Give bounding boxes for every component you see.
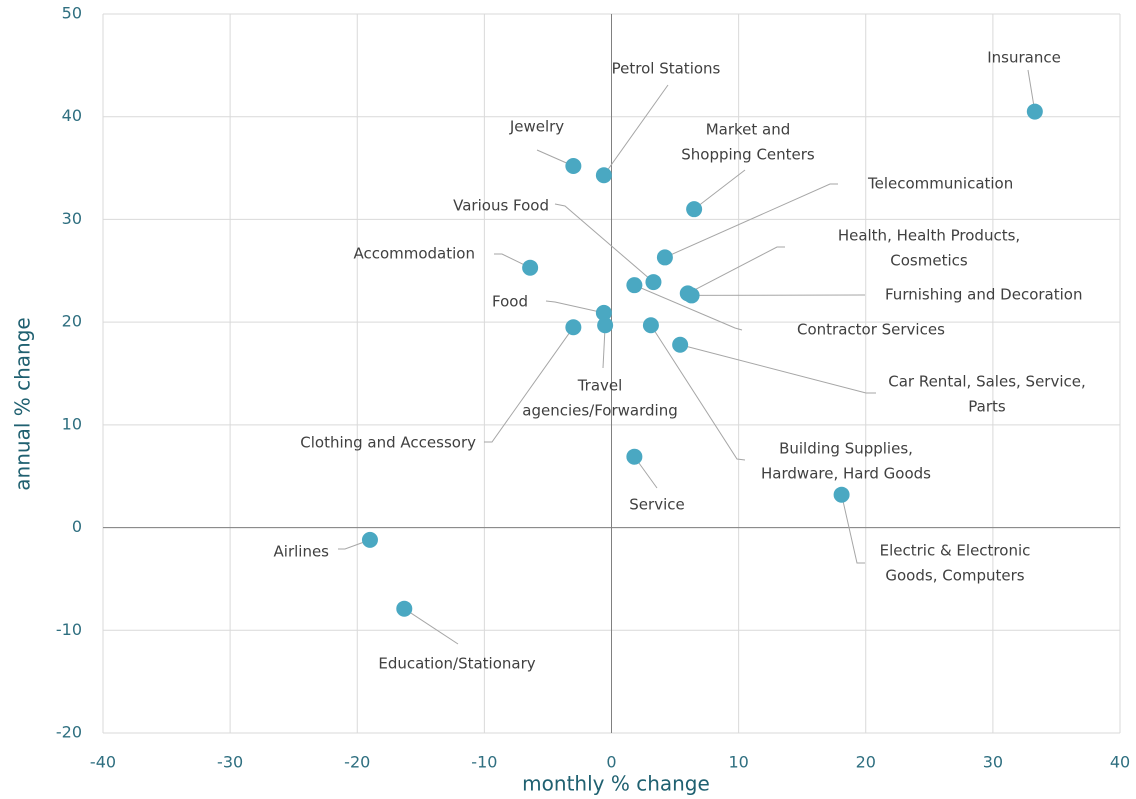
y-tick-label: 20 xyxy=(62,312,82,331)
point-label: Goods, Computers xyxy=(885,567,1024,585)
point xyxy=(642,317,659,334)
leader-line xyxy=(554,203,654,283)
point xyxy=(686,201,703,218)
leader-line xyxy=(841,494,865,564)
point-label: Contractor Services xyxy=(797,321,945,339)
point-label: agencies/Forwarding xyxy=(522,402,677,420)
point xyxy=(565,319,582,336)
x-tick-label: 10 xyxy=(728,753,748,772)
point xyxy=(645,274,662,291)
point-label: Cosmetics xyxy=(890,252,968,270)
point xyxy=(626,277,643,294)
y-tick-label: 40 xyxy=(62,106,82,125)
leader-line xyxy=(650,324,746,461)
point-label: Accommodation xyxy=(353,245,475,263)
leader-line xyxy=(404,608,459,645)
point-label: Electric & Electronic xyxy=(880,542,1031,560)
point-label: Telecommunication xyxy=(867,175,1013,193)
point xyxy=(396,600,413,617)
x-tick-label: 40 xyxy=(1110,753,1130,772)
point-label: Petrol Stations xyxy=(612,60,721,78)
point-label: Insurance xyxy=(987,49,1061,67)
point-label: Airlines xyxy=(274,543,330,561)
y-tick-label: 30 xyxy=(62,209,82,228)
y-tick-label: 50 xyxy=(62,4,82,23)
y-axis-title: annual % change xyxy=(11,317,35,490)
point-label: Market and xyxy=(706,121,791,139)
x-axis-title: monthly % change xyxy=(522,772,710,796)
point-label: Jewelry xyxy=(509,118,564,136)
x-tick-label: 30 xyxy=(983,753,1003,772)
point-label: Car Rental, Sales, Service, xyxy=(888,373,1086,391)
point-label: Service xyxy=(629,496,684,514)
point xyxy=(565,158,582,175)
point-label: Various Food xyxy=(453,197,549,215)
x-tick-label: -30 xyxy=(217,753,243,772)
point-label: Hardware, Hard Goods xyxy=(761,465,931,483)
point xyxy=(595,167,612,184)
point xyxy=(656,249,673,266)
point xyxy=(1026,103,1043,120)
point xyxy=(361,531,378,548)
point xyxy=(683,287,700,304)
point-label: Building Supplies, xyxy=(779,440,913,458)
point-label: Health, Health Products, xyxy=(838,227,1020,245)
point-label: Furnishing and Decoration xyxy=(885,286,1082,304)
leader-line xyxy=(484,326,574,443)
x-tick-label: -10 xyxy=(471,753,497,772)
leader-line xyxy=(664,183,838,258)
y-tick-label: 0 xyxy=(72,517,82,536)
y-tick-label: 10 xyxy=(62,414,82,433)
point-label: Shopping Centers xyxy=(681,146,815,164)
point-label: Clothing and Accessory xyxy=(300,434,476,452)
leader-line xyxy=(603,84,669,176)
x-tick-label: 20 xyxy=(856,753,876,772)
x-tick-label: 0 xyxy=(606,753,616,772)
point xyxy=(522,259,539,276)
y-tick-label: -10 xyxy=(56,620,82,639)
leader-line xyxy=(687,246,785,294)
y-tick-label: -20 xyxy=(56,723,82,742)
point-label: Parts xyxy=(968,398,1006,416)
leader-line xyxy=(545,300,604,314)
leader-line xyxy=(494,253,531,269)
leader-line xyxy=(634,284,743,331)
leader-line xyxy=(693,169,746,210)
x-tick-label: -20 xyxy=(344,753,370,772)
point-label: Travel xyxy=(577,377,623,395)
point xyxy=(626,448,643,465)
point xyxy=(597,317,614,334)
point-label: Education/Stationary xyxy=(378,655,535,673)
point xyxy=(833,486,850,503)
x-tick-label: -40 xyxy=(90,753,116,772)
leader-line xyxy=(680,344,876,394)
leader-line xyxy=(338,539,371,550)
point-label: Food xyxy=(492,293,528,311)
point xyxy=(595,304,612,321)
point xyxy=(672,336,689,353)
